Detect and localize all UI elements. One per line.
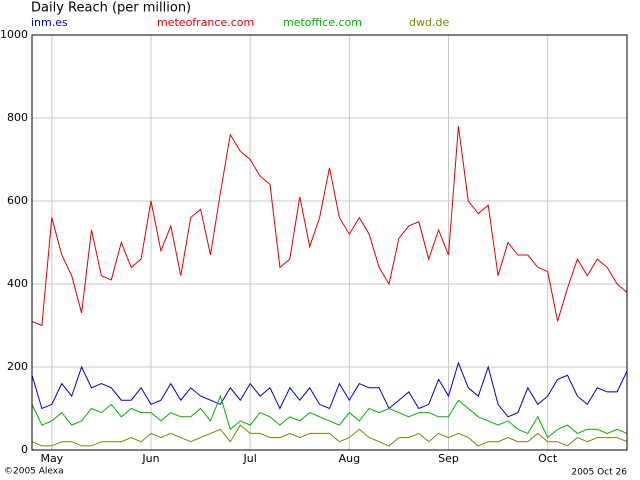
legend-entry: inm.es (31, 16, 68, 29)
series-line (31, 126, 628, 327)
legend-entry: meteofrance.com (157, 16, 254, 29)
x-tick-label: Jun (141, 452, 159, 465)
plot-border (31, 34, 628, 451)
x-tick-label: Aug (339, 452, 360, 465)
series-line (31, 424, 628, 447)
series-line (31, 394, 628, 439)
legend-entry: dwd.de (409, 16, 449, 29)
x-tick-label: Oct (538, 452, 558, 465)
chart-title: Daily Reach (per million) (31, 1, 191, 16)
series-line (31, 361, 628, 418)
y-tick-label: 600 (7, 194, 28, 207)
y-tick-label: 400 (7, 277, 28, 290)
plot-area (31, 34, 628, 451)
y-tick-label: 1000 (0, 28, 28, 41)
legend-entry: metoffice.com (283, 16, 362, 29)
x-tick-label: Sep (438, 452, 459, 465)
y-tick-label: 200 (7, 360, 28, 373)
x-tick-label: May (40, 452, 63, 465)
y-tick-label: 800 (7, 111, 28, 124)
date-label: 2005 Oct 26 (571, 468, 627, 478)
credit: ©2005 Alexa (4, 467, 64, 477)
x-tick-label: Jul (243, 452, 257, 465)
y-tick-label: 0 (21, 443, 28, 456)
